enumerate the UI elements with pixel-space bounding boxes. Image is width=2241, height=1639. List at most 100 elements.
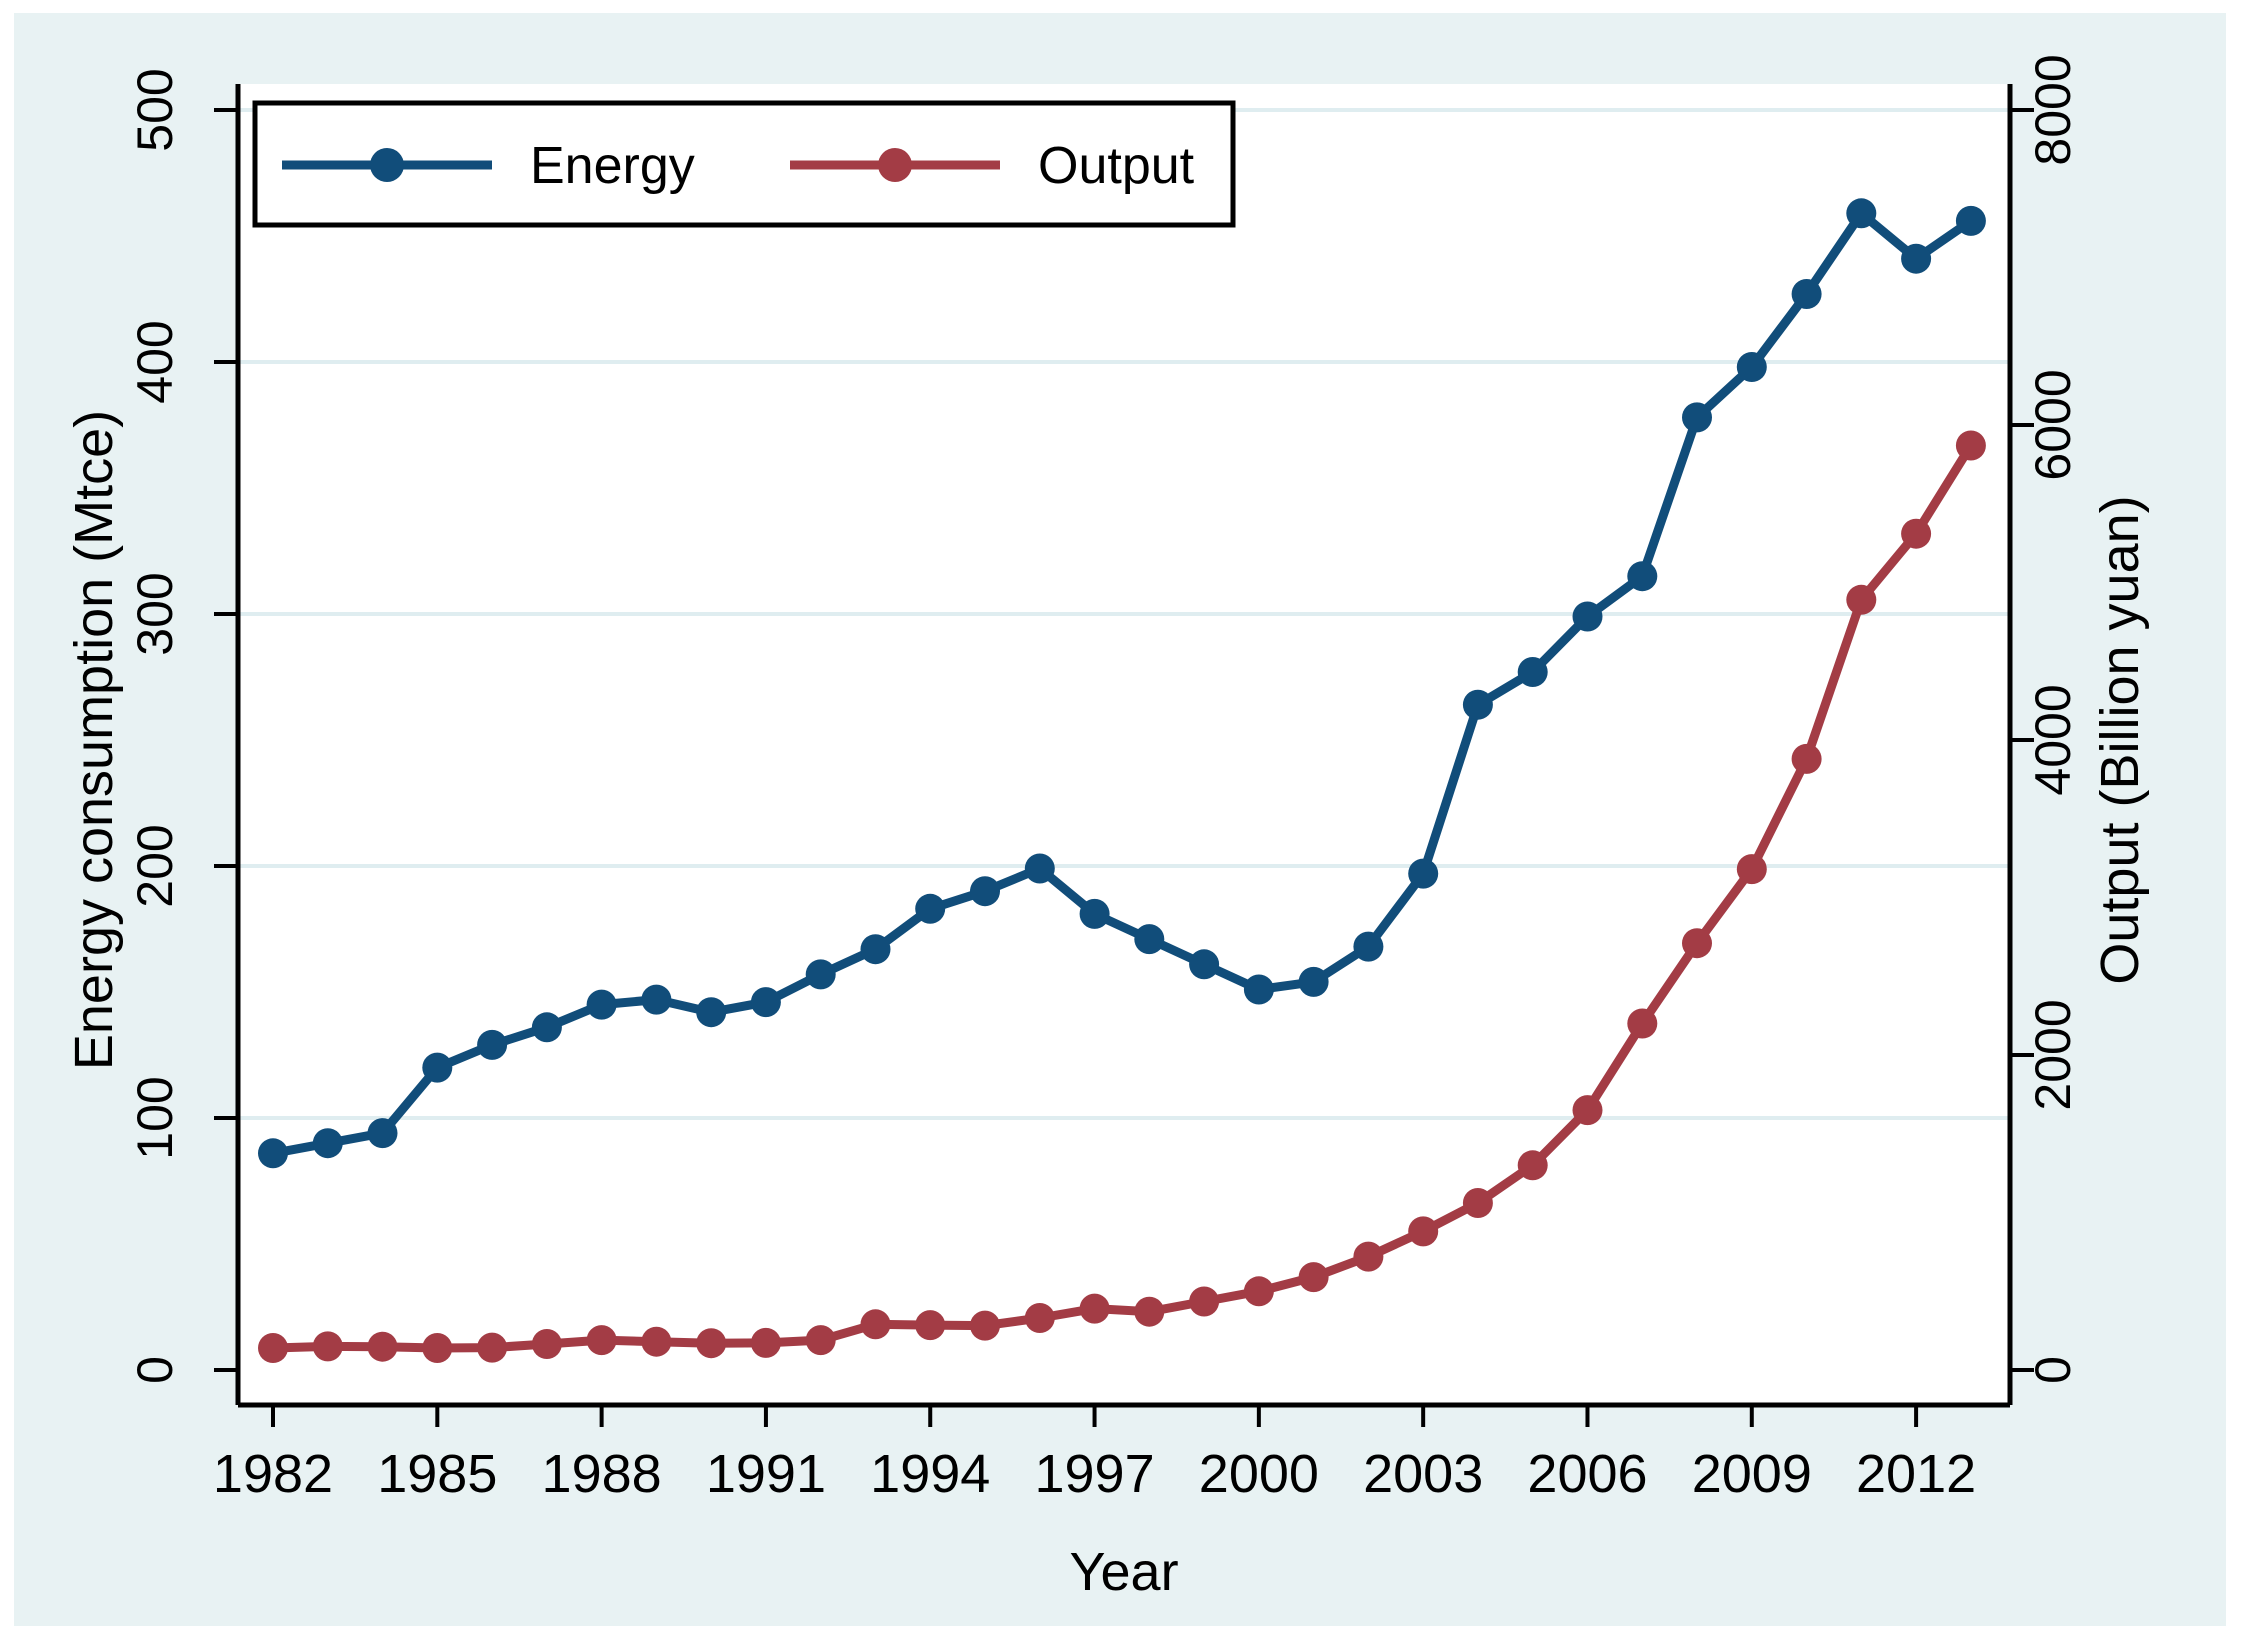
series-energy-marker-2007 xyxy=(1627,561,1658,592)
legend-output-label: Output xyxy=(1038,137,1195,195)
series-energy-marker-2000 xyxy=(1243,974,1274,1005)
series-energy xyxy=(258,198,1986,1169)
series-output-marker-2008 xyxy=(1682,928,1712,959)
legend-energy-marker-icon xyxy=(370,148,404,182)
series-energy-marker-2013 xyxy=(1955,205,1986,236)
series-output-marker-1992 xyxy=(805,1325,836,1356)
series-energy-marker-2005 xyxy=(1517,657,1548,687)
series-output-marker-1997 xyxy=(1079,1293,1110,1324)
series-output-marker-1996 xyxy=(1024,1303,1055,1333)
x-tick-label-2000: 2000 xyxy=(1199,1444,1319,1504)
series-energy-marker-2009 xyxy=(1736,352,1767,382)
series-output-marker-2012 xyxy=(1901,518,1932,549)
series-energy-marker-2004 xyxy=(1462,689,1493,720)
series-output-marker-1988 xyxy=(586,1325,617,1356)
series-energy-marker-1986 xyxy=(477,1029,508,1060)
series-energy-marker-1992 xyxy=(805,959,836,990)
axis-lines xyxy=(235,84,2013,1408)
x-tick-label-2009: 2009 xyxy=(1692,1444,1812,1504)
series-energy-marker-1984 xyxy=(367,1118,398,1149)
series-energy-marker-1996 xyxy=(1024,853,1055,884)
tick-labels: 0 100 200 300 400 500 0 2000 4000 6000 8000 1982 198… xyxy=(127,54,2081,1504)
left-tick-label-100: 100 xyxy=(127,1076,183,1159)
series-energy-marker-1993 xyxy=(860,934,891,965)
x-axis-title: Year xyxy=(1069,1542,1178,1602)
series-output-marker-1986 xyxy=(477,1332,508,1363)
series-output-marker-2005 xyxy=(1517,1150,1548,1181)
series-energy-marker-1987 xyxy=(531,1012,562,1043)
x-tick-label-2012: 2012 xyxy=(1856,1444,1976,1504)
series-output-marker-2002 xyxy=(1353,1241,1384,1272)
left-tick-label-400: 400 xyxy=(127,320,183,403)
series-output-marker-1984 xyxy=(367,1331,398,1362)
series-energy-marker-1997 xyxy=(1079,898,1110,929)
plot-region xyxy=(238,84,2010,1405)
series-energy-marker-2010 xyxy=(1791,279,1822,309)
legend-energy-label: Energy xyxy=(530,137,695,195)
series-output-marker-1998 xyxy=(1134,1296,1165,1327)
series-output-marker-2007 xyxy=(1627,1008,1658,1039)
series-energy-marker-1985 xyxy=(422,1052,453,1083)
right-tick-label-8000: 8000 xyxy=(2025,54,2081,165)
x-tick-label-1994: 1994 xyxy=(870,1444,990,1504)
series-output-marker-2004 xyxy=(1462,1188,1493,1218)
series-energy-marker-1999 xyxy=(1189,949,1220,980)
series-energy-marker-2001 xyxy=(1298,966,1329,997)
series-layer xyxy=(258,198,1986,1363)
series-output-marker-2000 xyxy=(1243,1276,1274,1307)
series-energy-marker-2003 xyxy=(1408,858,1439,889)
series-output-marker-1991 xyxy=(750,1327,781,1358)
x-tick-label-1982: 1982 xyxy=(213,1444,333,1504)
series-energy-marker-2011 xyxy=(1846,198,1877,229)
series-output-marker-2010 xyxy=(1791,743,1822,774)
series-output-marker-1994 xyxy=(915,1310,946,1341)
series-energy-marker-2008 xyxy=(1682,402,1712,433)
right-tick-label-6000: 6000 xyxy=(2025,369,2081,480)
legend-output-marker-icon xyxy=(878,148,912,182)
x-tick-label-1997: 1997 xyxy=(1034,1444,1154,1504)
series-output-marker-1983 xyxy=(312,1331,343,1362)
series-energy-marker-2006 xyxy=(1572,601,1603,632)
series-energy-marker-1998 xyxy=(1134,924,1165,955)
series-output-marker-1999 xyxy=(1189,1286,1220,1317)
series-output-marker-1990 xyxy=(696,1328,727,1359)
series-output-marker-2011 xyxy=(1846,584,1877,615)
series-output-marker-2003 xyxy=(1408,1216,1439,1247)
legend: Energy Output xyxy=(252,100,1236,228)
x-tick-label-1988: 1988 xyxy=(542,1444,662,1504)
left-tick-label-500: 500 xyxy=(127,68,183,151)
series-energy-marker-1994 xyxy=(915,893,946,924)
right-axis-title: Output (Billion yuan) xyxy=(2090,495,2150,984)
series-output-marker-2001 xyxy=(1298,1262,1329,1293)
left-axis-title: Energy consumption (Mtce) xyxy=(64,410,124,1070)
series-output-marker-1993 xyxy=(860,1309,891,1340)
series-output-marker-1987 xyxy=(531,1329,562,1359)
right-tick-label-0: 0 xyxy=(2025,1356,2081,1384)
left-tick-label-0: 0 xyxy=(127,1356,183,1384)
x-tick-label-1985: 1985 xyxy=(377,1444,497,1504)
right-tick-label-2000: 2000 xyxy=(2025,999,2081,1110)
series-energy-marker-2002 xyxy=(1353,931,1384,962)
x-tick-label-2003: 2003 xyxy=(1363,1444,1483,1504)
series-output-marker-2013 xyxy=(1955,430,1986,461)
series-output-marker-1989 xyxy=(641,1326,672,1357)
x-tick-label-1991: 1991 xyxy=(706,1444,826,1504)
series-output-marker-1982 xyxy=(258,1333,288,1363)
series-output-marker-1985 xyxy=(422,1333,453,1363)
series-energy-marker-2012 xyxy=(1901,243,1932,274)
series-energy-marker-1990 xyxy=(696,997,727,1028)
tick-marks xyxy=(214,108,2034,1427)
series-output-marker-2009 xyxy=(1736,854,1767,885)
series-energy-marker-1982 xyxy=(258,1138,288,1169)
right-tick-label-4000: 4000 xyxy=(2025,684,2081,795)
series-energy-marker-1983 xyxy=(312,1128,343,1159)
left-tick-label-300: 300 xyxy=(127,572,183,655)
series-output xyxy=(258,430,1986,1363)
series-output-marker-2006 xyxy=(1572,1095,1603,1126)
series-energy-marker-1988 xyxy=(586,989,617,1020)
series-energy-marker-1995 xyxy=(970,876,1000,907)
series-energy-marker-1989 xyxy=(641,984,672,1015)
series-energy-marker-1991 xyxy=(750,987,781,1018)
